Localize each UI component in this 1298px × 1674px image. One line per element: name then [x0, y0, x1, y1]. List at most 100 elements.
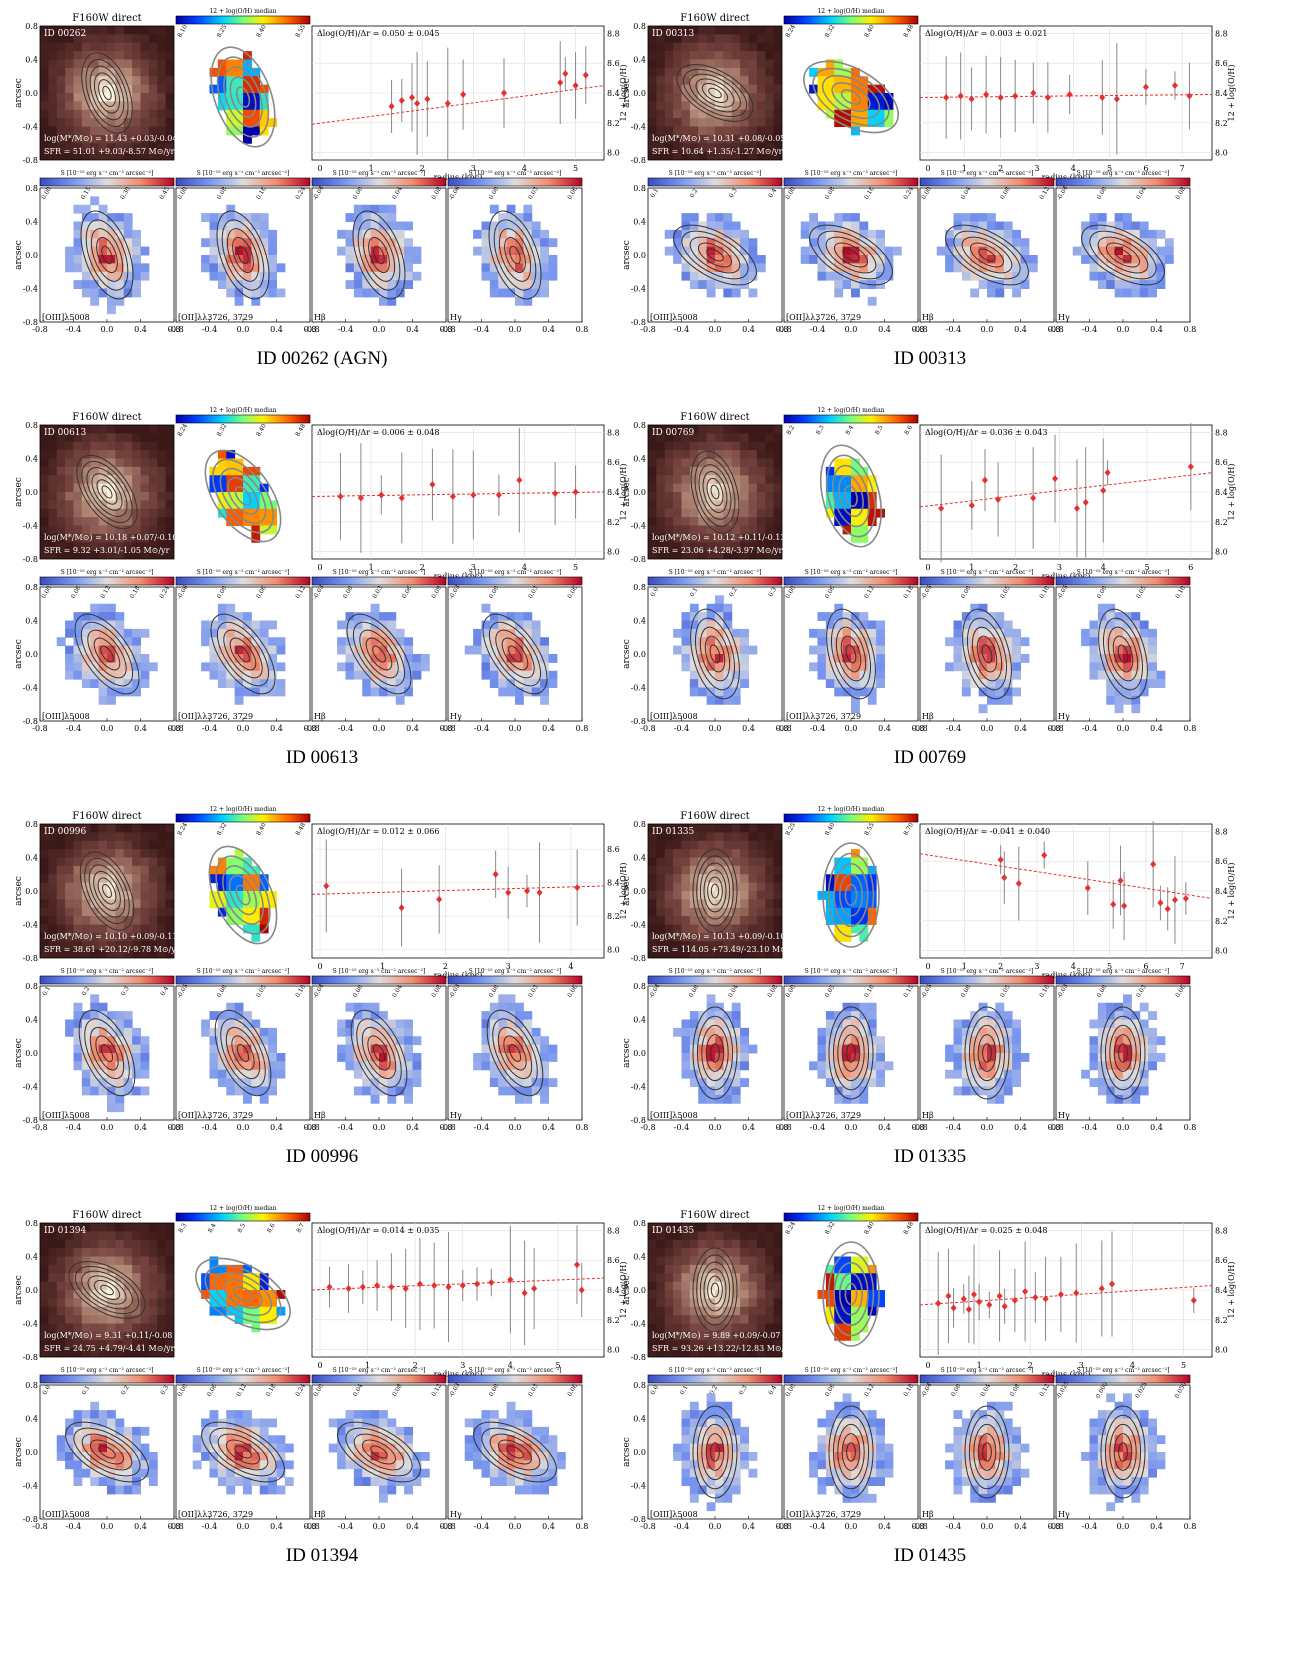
contour: [492, 1018, 538, 1088]
x-tick-label: 1: [977, 1361, 982, 1370]
colorbar-label: S [10⁻¹⁵ erg s⁻¹ cm⁻² arcsec⁻²]: [469, 1367, 562, 1374]
colorbar-label: S [10⁻¹⁵ erg s⁻¹ cm⁻² arcsec⁻²]: [333, 1367, 426, 1374]
x-tick-label: 3: [471, 164, 476, 173]
contour: [367, 1035, 391, 1071]
colorbar-label: S [10⁻¹⁵ erg s⁻¹ cm⁻² arcsec⁻²]: [61, 968, 154, 975]
contour: [497, 1439, 533, 1465]
data-point: [505, 889, 512, 897]
data-point: [444, 99, 451, 107]
y-tick-label: 8.0: [1215, 149, 1228, 158]
map-pixels: [673, 994, 758, 1104]
colorbar-tick: 8.24: [784, 24, 797, 39]
contour: [973, 1024, 1001, 1082]
x-tick-label: 5: [1181, 1361, 1186, 1370]
contour: [821, 74, 881, 120]
stellar-mass-label: log(M*/M⊙) = 10.31 +0.08/-0.05: [652, 134, 785, 143]
colorbar-tick: 8.40: [255, 423, 268, 438]
contour: [93, 1280, 121, 1300]
colorbar-label: S [10⁻¹⁵ erg s⁻¹ cm⁻² arcsec⁻²]: [469, 968, 562, 975]
data-point: [1073, 504, 1080, 512]
sfr-label: SFR = 38.61 +20.12/-9.78 M⊙/yr: [44, 945, 180, 954]
contour: [346, 613, 412, 695]
map-pixels: [65, 994, 150, 1113]
x-tick-label: 0.4: [134, 325, 147, 334]
x-axis-label: arcsec: [702, 735, 729, 737]
x-tick-label: 5: [1107, 164, 1112, 173]
x-tick-label: 0.4: [134, 724, 147, 733]
data-point: [1113, 95, 1120, 103]
x-tick-label: -0.8: [912, 325, 927, 334]
x-tick-label: 0.0: [845, 1522, 858, 1531]
contour: [234, 1445, 252, 1459]
contour: [232, 1286, 254, 1302]
direct-title: F160W direct: [72, 1210, 141, 1221]
x-tick-label: 0.0: [1117, 724, 1130, 733]
data-point: [536, 889, 543, 897]
colorbar-tick: 8.25: [784, 822, 797, 837]
x-tick-label: -0.4: [338, 1123, 353, 1132]
contour: [84, 1018, 130, 1088]
contour: [1104, 1414, 1142, 1490]
data-point: [945, 1292, 952, 1300]
data-point: [431, 1282, 438, 1290]
x-tick-label: 4: [1071, 962, 1076, 971]
y-tick-label: 0.8: [25, 982, 38, 991]
data-point: [1082, 498, 1089, 506]
colorbar-tick: 0.0: [41, 1384, 52, 1396]
x-tick-label: 0.4: [270, 724, 283, 733]
contour: [839, 1272, 864, 1316]
map-pixels: [201, 603, 286, 705]
colorbar-tick: 0.4: [767, 1384, 778, 1396]
x-axis-label: arcsec: [94, 1134, 121, 1136]
sfr-label: SFR = 23.06 +4.28/-3.97 M⊙/yr: [652, 546, 783, 555]
contour: [91, 473, 123, 511]
data-point: [582, 71, 589, 79]
y-tick-label: 8.0: [1215, 947, 1228, 956]
colorbar-label: 12 + log(O/H) median: [209, 8, 276, 15]
colorbar-label: S [10⁻¹⁵ erg s⁻¹ cm⁻² arcsec⁻²]: [1077, 170, 1170, 177]
colorbar-tick: -0.06: [448, 185, 462, 202]
colorbar: [919, 576, 1055, 586]
colorbar-tick: 8.24: [784, 1221, 797, 1236]
x-axis-label: arcsec: [502, 1134, 529, 1136]
contour: [504, 236, 526, 274]
contour: [1114, 248, 1132, 262]
contour: [219, 467, 267, 525]
contour: [481, 1427, 549, 1477]
x-tick-label: -0.4: [338, 1522, 353, 1531]
y-tick-label: -0.4: [631, 1482, 646, 1491]
direct-image-frame: [39, 25, 175, 161]
colorbar-label: S [10⁻¹⁵ erg s⁻¹ cm⁻² arcsec⁻²]: [805, 170, 898, 177]
colorbar-label: 12 + log(O/H) median: [209, 806, 276, 813]
colorbar-tick: 0.3: [120, 985, 131, 997]
x-tick-label: 0.0: [1117, 1522, 1130, 1531]
contour: [215, 855, 271, 935]
y-tick-label: -0.8: [23, 1116, 38, 1125]
contour: [208, 845, 278, 945]
data-point: [960, 1295, 967, 1303]
contour: [236, 1043, 250, 1063]
x-tick-label: -0.8: [168, 724, 183, 733]
contour: [841, 1433, 861, 1471]
contour: [89, 1026, 125, 1080]
y-tick-label: -0.4: [23, 123, 38, 132]
x-axis-label: radius (kpc): [434, 572, 483, 581]
y-axis-label: arcsec: [622, 240, 632, 270]
x-tick-label: -0.8: [1048, 325, 1063, 334]
x-tick-label: -0.8: [32, 1123, 47, 1132]
stellar-mass-label: log(M*/M⊙) = 9.89 +0.09/-0.07: [652, 1331, 780, 1340]
emission-line-label: [OII]λλ3726, 3729: [786, 313, 861, 322]
contour: [361, 1026, 397, 1080]
x-axis-label: arcsec: [366, 1533, 393, 1535]
x-tick-label: 0.4: [742, 1123, 755, 1132]
x-tick-label: 0.4: [542, 724, 555, 733]
contour: [842, 248, 860, 262]
x-tick-label: 4: [1071, 164, 1076, 173]
x-tick-label: 0.0: [237, 724, 250, 733]
data-point: [378, 491, 385, 499]
map-pixels: [945, 1401, 1030, 1503]
map-pixels: [65, 196, 150, 315]
y-tick-label: -0.8: [631, 555, 646, 564]
colorbar-tick: -0.03: [448, 983, 462, 1000]
x-tick-label: 6: [1143, 962, 1148, 971]
